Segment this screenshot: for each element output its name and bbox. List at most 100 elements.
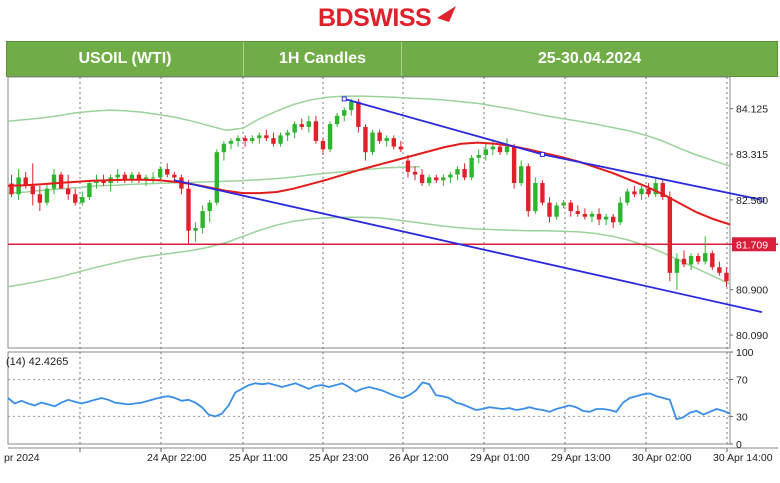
candle	[434, 174, 439, 184]
candle	[405, 154, 411, 178]
candle	[58, 171, 64, 189]
candle	[235, 135, 241, 147]
candle-body	[476, 154, 481, 158]
candle-body	[703, 253, 708, 262]
candle	[122, 171, 127, 184]
candle-body	[618, 202, 623, 223]
candle-body	[448, 174, 453, 178]
candle	[377, 129, 382, 144]
candle-body	[51, 174, 57, 189]
candle	[455, 166, 460, 181]
candle-body	[172, 174, 177, 178]
candle-body	[632, 191, 637, 195]
candle-body	[483, 149, 488, 155]
candle-body	[9, 183, 14, 195]
candle-body	[518, 166, 524, 184]
candle	[688, 253, 694, 271]
candle	[653, 177, 658, 198]
candle-body	[724, 272, 729, 282]
candle	[214, 149, 220, 206]
candle-body	[547, 202, 552, 217]
candle	[589, 211, 595, 223]
candle	[674, 253, 680, 290]
symbol-label: USOIL (WTI)	[7, 42, 244, 76]
rsi-indicator-label: (14) 42.4265	[6, 356, 68, 368]
candle-body	[603, 216, 609, 220]
candle	[356, 98, 361, 133]
candle	[80, 191, 85, 206]
candle-body	[469, 157, 474, 178]
candle-body	[490, 146, 496, 150]
candle	[469, 154, 474, 181]
candle-body	[391, 138, 396, 147]
candle	[285, 129, 290, 141]
rsi-line	[7, 381, 731, 421]
candle	[561, 199, 566, 209]
y-tick-label: 82.500	[736, 195, 768, 207]
timeframe-label: 1H Candles	[244, 42, 402, 76]
candle	[179, 174, 184, 195]
channel-lower-line	[174, 179, 763, 313]
candle	[242, 135, 248, 147]
candle-body	[554, 205, 559, 217]
candle-body	[313, 121, 319, 141]
candle	[306, 115, 312, 133]
candle-body	[200, 211, 205, 228]
candle-body	[214, 152, 220, 203]
candle	[136, 171, 142, 184]
candle-body	[150, 177, 156, 179]
candle	[504, 138, 510, 155]
candle-body	[504, 146, 510, 153]
candle-body	[257, 135, 262, 139]
candle-body	[349, 101, 354, 111]
y-tick-label: 80.090	[736, 330, 768, 342]
candle	[271, 132, 276, 147]
candle-body	[611, 216, 616, 223]
candle-body	[342, 110, 347, 116]
candle	[108, 174, 113, 192]
rsi-y-tick-label: 0	[736, 439, 742, 451]
candle	[334, 112, 340, 127]
x-tick-label: 29 Apr 01:00	[470, 452, 530, 464]
candle	[87, 180, 92, 200]
candle	[426, 174, 432, 186]
brand-name: BDSWISS	[318, 4, 431, 32]
candle-body	[695, 255, 701, 262]
brand-mark-icon	[437, 6, 456, 22]
candle	[412, 166, 418, 181]
candle	[611, 213, 616, 228]
main-panel-frame	[7, 76, 731, 349]
candle	[681, 250, 687, 268]
candle	[398, 140, 404, 153]
candle	[94, 174, 99, 189]
candle	[186, 180, 191, 245]
candle	[476, 149, 481, 164]
channel-anchor-marker	[341, 96, 347, 102]
candle	[441, 174, 446, 186]
candle	[660, 180, 665, 200]
candle-body	[455, 169, 460, 175]
candle-body	[306, 121, 312, 127]
candle-body	[23, 177, 28, 186]
candle-body	[533, 183, 538, 212]
candle-body	[568, 202, 573, 212]
candle-body	[681, 258, 687, 265]
candle	[157, 166, 163, 181]
candle-body	[327, 124, 333, 150]
candle-body	[65, 188, 71, 195]
candle	[568, 199, 573, 217]
candle-body	[412, 171, 418, 175]
candle	[618, 197, 623, 226]
candle	[554, 202, 559, 220]
candle	[264, 129, 269, 141]
candle-body	[87, 183, 92, 198]
bollinger-lower-line	[7, 216, 731, 288]
x-tick-label: 26 Apr 12:00	[389, 452, 449, 464]
candle	[632, 185, 637, 198]
candle-body	[441, 177, 446, 181]
candle-body	[271, 138, 276, 144]
candle	[639, 185, 644, 200]
candle-body	[44, 188, 50, 203]
candle-body	[37, 194, 43, 203]
